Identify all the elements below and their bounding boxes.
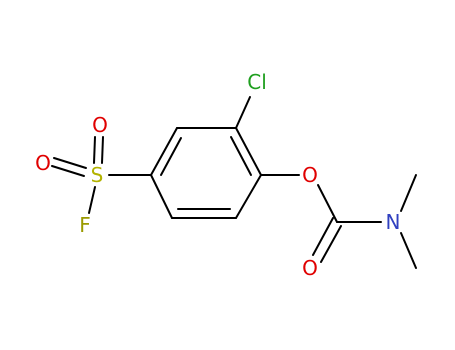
atom-label: F — [79, 213, 91, 237]
atom-label: O — [35, 151, 51, 175]
atom-label: O — [92, 113, 108, 137]
atom-label: O — [302, 256, 318, 280]
atom-label: Cl — [247, 70, 267, 94]
atom-label: O — [302, 163, 318, 187]
atom-label: S — [91, 163, 104, 187]
atom-label: N — [386, 210, 401, 234]
bonds — [51, 96, 417, 269]
atom-labels: Cl O O S F O N O — [35, 70, 400, 280]
